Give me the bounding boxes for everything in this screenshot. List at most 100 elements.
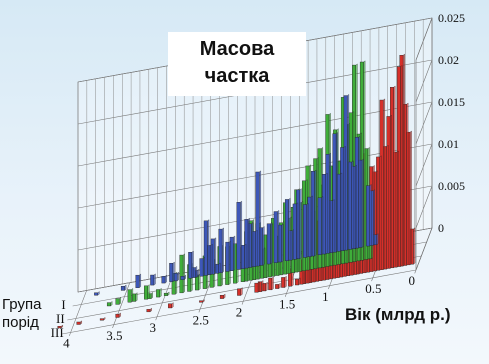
bar-side [265,281,268,292]
bar [99,318,104,321]
bar-side [167,291,170,296]
bar-side [196,269,199,278]
bar-side [257,281,260,293]
bar [281,277,286,288]
z-tick-label: 0.015 [438,95,465,109]
x-tick-label: 2 [236,304,243,319]
bar [180,276,185,280]
side-gridline [415,59,433,103]
bar-side [262,226,265,266]
bar-side [376,170,379,272]
chart-title-line2: частка [204,65,270,87]
side-gridline [415,185,433,229]
bar-side [310,195,313,257]
bar [161,276,166,284]
bar-side [299,188,302,260]
bar-side [240,200,242,270]
bar [120,286,125,291]
bar-side [218,262,221,274]
bar-side [182,253,185,294]
bar [106,302,111,307]
bar [135,274,140,288]
bar-side [298,277,301,286]
bar-side [223,293,226,299]
bar-side [291,229,294,261]
bar-side [172,261,175,282]
floor-gridline [414,227,433,274]
bar-side [335,132,338,253]
bar-side [255,229,258,267]
bar-side [305,268,308,285]
group-tick-label: II [56,311,65,326]
bar-side [177,271,179,282]
bar-side [343,145,346,252]
bar [179,254,184,294]
bar [115,298,120,305]
bar-side [221,227,224,274]
bar-side [195,266,198,278]
bar-side [354,164,357,250]
bar [127,289,132,303]
bar-side [288,197,291,262]
x-tick-label: 0 [408,273,415,288]
bar [203,220,208,276]
bar [144,285,148,300]
x-tick-label: 1 [322,289,329,304]
bar [244,219,249,269]
bar-side [259,170,261,267]
bar-side [159,288,162,298]
bar-side [261,280,264,293]
x-tick-label: 3.5 [106,328,122,343]
bar-side [284,275,287,288]
bar [94,292,98,296]
bar-side [347,94,350,251]
bar-side [406,102,409,266]
bar-side [149,307,152,313]
bar-side [164,274,167,284]
bar-side [340,172,343,252]
x-tick-label: 4 [63,336,70,351]
bar [268,277,273,291]
bar [168,303,172,309]
bar [199,258,204,277]
bar-side [119,297,121,305]
bar-side [329,152,331,254]
bar-side [240,287,243,296]
bar [255,171,260,267]
bar-side [301,201,304,272]
bar [236,202,241,270]
bar-side [409,130,412,266]
bar-side [150,292,153,299]
bar-side [147,284,150,300]
bar-side [244,243,247,270]
bar-side [202,257,205,277]
group-axis-title-line1: Група [2,296,42,313]
bar [163,292,168,296]
floor-gridline [69,290,87,336]
z-tick-label: 0.005 [438,179,465,193]
bar-side [321,196,324,256]
bar [266,223,271,265]
bar-side [214,237,217,275]
bar-side [153,273,156,286]
bar [237,288,241,296]
x-tick-label: 3 [149,320,156,335]
z-tick-label: 0 [438,221,444,235]
x-tick-label: 2.5 [193,312,209,327]
bar-side [270,222,273,265]
bar [57,326,62,329]
bar-side [251,222,254,268]
bar [254,282,259,293]
bar-side [228,240,231,272]
bar-side [171,302,174,309]
bar [76,321,81,325]
side-wall [415,17,433,271]
chart-title: Масова частка [168,32,306,96]
bar [156,289,160,298]
bar [366,185,370,247]
x-tick-label: 1.5 [279,297,295,312]
bar-side [389,114,392,269]
bar-side [233,235,236,272]
floor-group-line [61,269,417,335]
bar-side [191,250,194,279]
